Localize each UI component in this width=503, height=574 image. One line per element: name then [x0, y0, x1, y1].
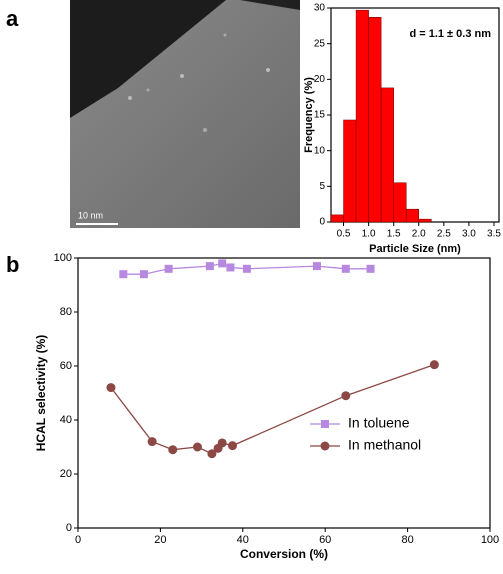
y-tick-label: 80 — [60, 306, 72, 318]
marker — [192, 442, 202, 452]
y-tick-label: 10 — [314, 145, 326, 156]
marker — [217, 438, 227, 448]
x-tick-label: 1.5 — [387, 229, 401, 240]
y-tick-label: 20 — [314, 74, 326, 85]
scale-bar-label: 10 nm — [78, 210, 103, 220]
y-tick-label: 5 — [319, 181, 325, 192]
x-tick-label: 0.5 — [337, 229, 351, 240]
y-tick-label: 40 — [60, 414, 72, 426]
legend-marker — [321, 420, 329, 428]
marker — [139, 270, 148, 279]
marker — [106, 383, 116, 393]
x-axis-label: Particle Size (nm) — [369, 243, 461, 255]
marker — [168, 445, 178, 455]
marker — [429, 360, 439, 370]
marker — [312, 262, 321, 271]
series-line — [123, 262, 371, 275]
x-tick-label: 2.0 — [412, 229, 426, 240]
legend-label: In methanol — [348, 437, 421, 453]
y-tick-label: 15 — [314, 110, 326, 121]
micrograph: 10 nm — [70, 0, 300, 228]
histogram-bar — [405, 208, 420, 223]
y-axis-label: Frequency (%) — [303, 77, 315, 153]
marker — [226, 263, 235, 272]
legend-marker — [320, 441, 330, 451]
y-tick-label: 100 — [54, 252, 72, 264]
histogram-bar — [380, 87, 394, 223]
x-tick-label: 2.5 — [437, 229, 451, 240]
y-tick-label: 25 — [314, 38, 326, 49]
x-tick-label: 40 — [237, 534, 249, 546]
x-tick-label: 20 — [154, 534, 166, 546]
marker — [119, 270, 128, 279]
histogram-bar — [418, 218, 432, 223]
x-tick-label: 80 — [401, 534, 413, 546]
marker — [205, 262, 214, 271]
marker — [164, 264, 173, 273]
y-tick-label: 20 — [60, 468, 72, 480]
histogram-bar — [393, 182, 407, 223]
x-axis-label: Conversion (%) — [240, 547, 328, 561]
y-tick-label: 60 — [60, 360, 72, 372]
x-tick-label: 1.0 — [362, 229, 376, 240]
marker — [341, 264, 350, 273]
marker — [228, 441, 237, 451]
y-tick-label: 0 — [66, 522, 72, 534]
marker — [366, 264, 375, 273]
marker — [341, 391, 351, 401]
histogram-bar — [368, 17, 382, 223]
x-tick-label: 3.5 — [487, 229, 501, 240]
x-tick-label: 3.0 — [462, 229, 476, 240]
marker — [218, 259, 227, 268]
panel-label: b — [6, 252, 19, 277]
y-axis-label: HCAL selectivity (%) — [34, 335, 48, 451]
panel-label: a — [6, 6, 19, 31]
marker — [242, 264, 251, 273]
plot-frame — [77, 257, 491, 529]
marker — [207, 449, 217, 459]
y-tick-label: 30 — [314, 3, 326, 14]
annotation: d = 1.1 ± 0.3 nm — [409, 28, 491, 40]
histogram-bar — [343, 119, 357, 223]
y-tick-label: 0 — [319, 217, 325, 228]
marker — [147, 437, 157, 447]
x-tick-label: 60 — [319, 534, 331, 546]
legend-label: In toluene — [348, 415, 410, 431]
x-tick-label: 100 — [481, 534, 499, 546]
histogram-bar — [330, 214, 344, 223]
x-tick-label: 0 — [75, 534, 81, 546]
histogram-bar — [355, 9, 369, 223]
